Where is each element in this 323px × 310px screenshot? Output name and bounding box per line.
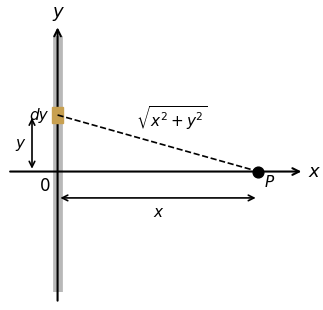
Bar [52, 108, 63, 122]
Point [256, 169, 261, 174]
Text: x: x [153, 206, 162, 220]
Text: P: P [265, 175, 274, 190]
Text: y: y [16, 136, 25, 151]
Text: 0: 0 [40, 177, 50, 195]
Text: y: y [52, 3, 63, 21]
Text: $\sqrt{x^2 + y^2}$: $\sqrt{x^2 + y^2}$ [136, 104, 207, 132]
Text: dy: dy [29, 108, 47, 122]
Text: x: x [309, 162, 319, 180]
